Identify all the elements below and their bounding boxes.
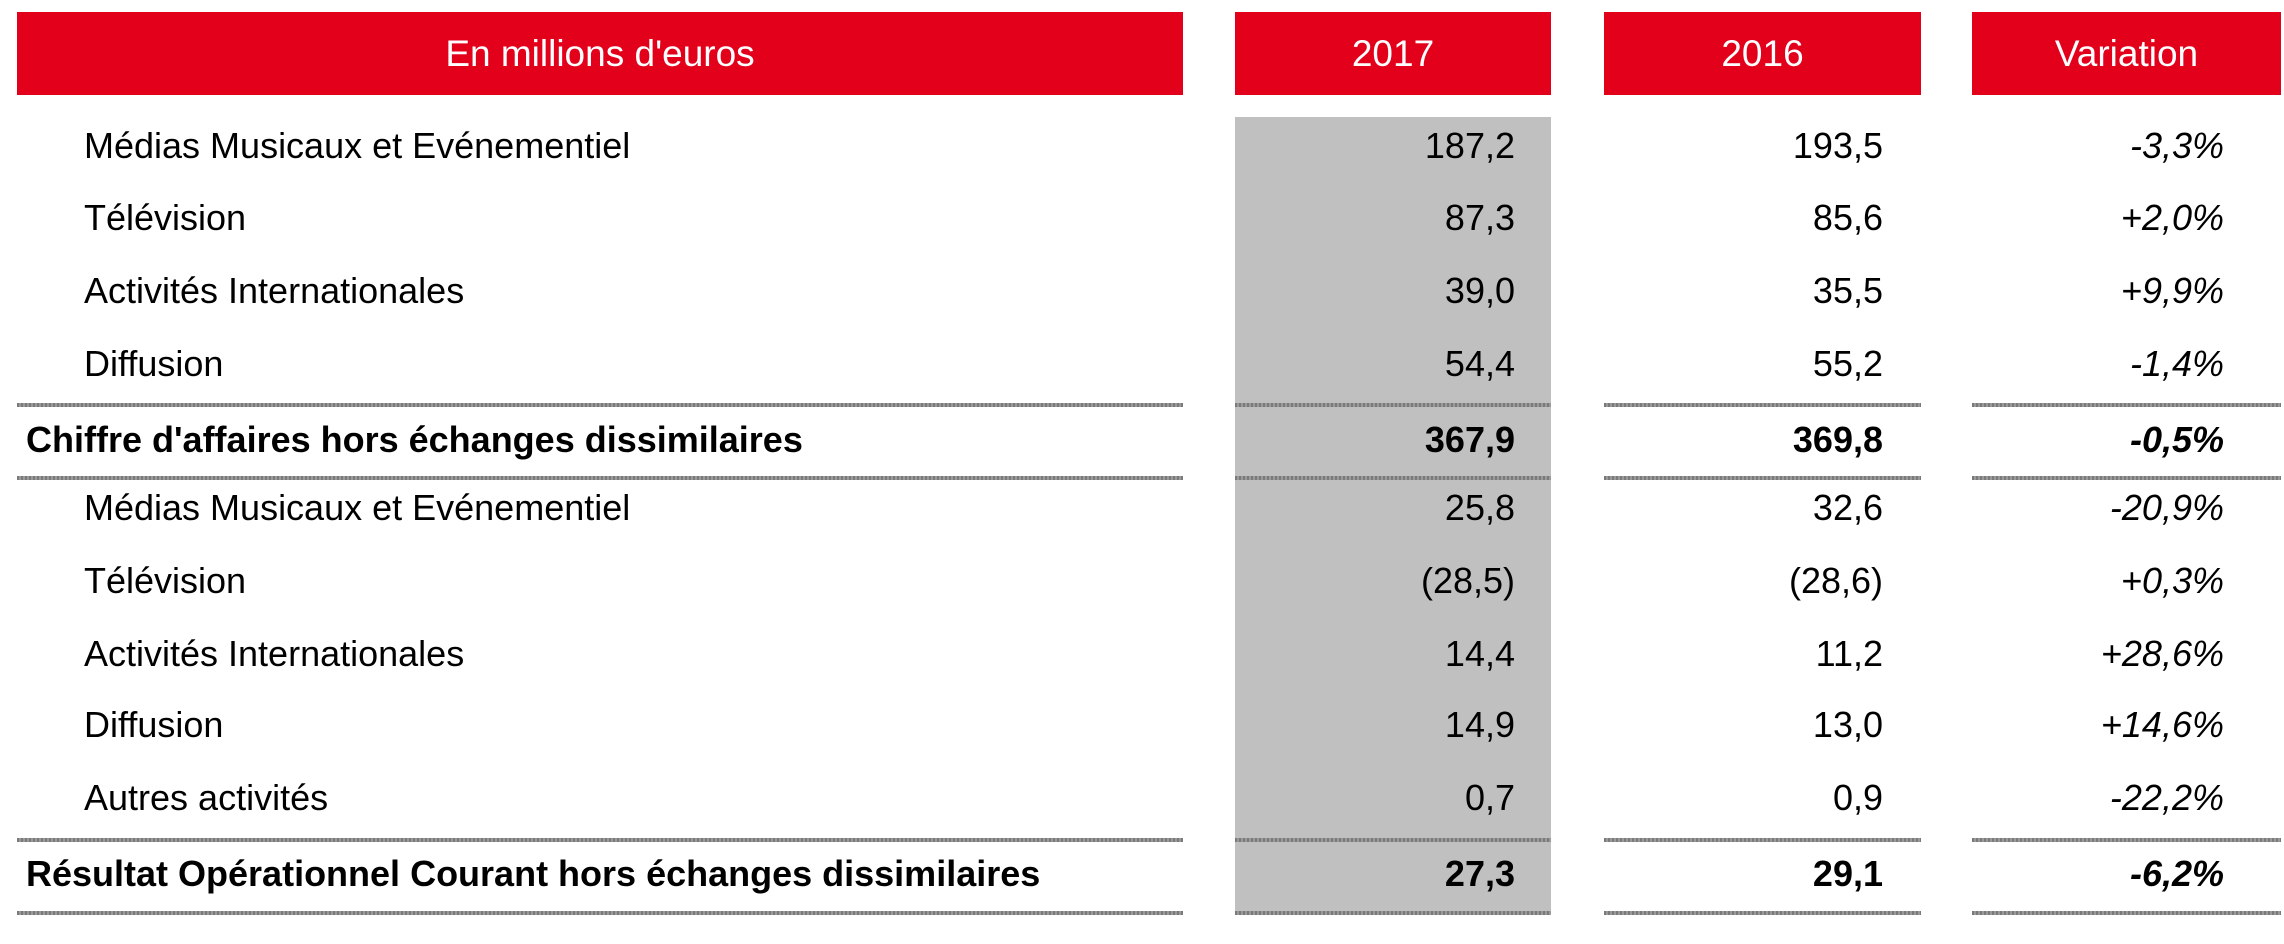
row-label: Télévision (84, 560, 247, 601)
row-label: Télévision (84, 197, 247, 238)
table-row: Médias Musicaux et Evénementiel 187,2 193,… (0, 116, 2284, 176)
value-2016: 32,6 (1812, 487, 1883, 528)
row-divider (1972, 911, 2281, 915)
row-divider (17, 476, 1183, 480)
header-variation: Variation (1972, 12, 2281, 95)
table-row: Diffusion 14,9 13,0 +14,6% (0, 695, 2284, 755)
row-divider (1604, 911, 1921, 915)
value-variation: -1,4% (2129, 343, 2224, 384)
row-divider (1972, 838, 2281, 842)
row-divider (1235, 403, 1551, 407)
value-variation: +0,3% (2120, 560, 2224, 601)
value-2017: 187,2 (1424, 125, 1515, 166)
table-row: Activités Internationales 39,0 35,5 +9,9% (0, 261, 2284, 321)
row-divider (1972, 403, 2281, 407)
value-2017: 25,8 (1444, 487, 1515, 528)
row-label: Diffusion (84, 343, 224, 384)
row-divider (1235, 911, 1551, 915)
value-2016: 55,2 (1812, 343, 1883, 384)
value-variation: -3,3% (2129, 125, 2224, 166)
value-2016: 35,5 (1812, 270, 1883, 311)
row-divider (17, 838, 1183, 842)
row-label: Résultat Opérationnel Courant hors échan… (26, 853, 1041, 894)
header-2016: 2016 (1604, 12, 1921, 95)
value-2017: 14,4 (1444, 633, 1515, 674)
row-label: Médias Musicaux et Evénementiel (84, 487, 631, 528)
value-2017: 27,3 (1444, 853, 1515, 894)
value-2017: 367,9 (1424, 419, 1515, 460)
row-label: Activités Internationales (84, 633, 465, 674)
row-label: Médias Musicaux et Evénementiel (84, 125, 631, 166)
value-2016: 193,5 (1792, 125, 1883, 166)
row-divider (1604, 403, 1921, 407)
value-2016: 0,9 (1832, 777, 1883, 818)
row-divider (1972, 476, 2281, 480)
value-2017: (28,5) (1420, 560, 1515, 601)
row-label: Autres activités (84, 777, 329, 818)
value-2017: 14,9 (1444, 704, 1515, 745)
value-2016: 13,0 (1812, 704, 1883, 745)
value-2016: (28,6) (1788, 560, 1883, 601)
table-row: Médias Musicaux et Evénementiel 25,8 32,6 -… (0, 478, 2284, 538)
row-divider (1235, 476, 1551, 480)
value-2017: 87,3 (1444, 197, 1515, 238)
value-variation: +2,0% (2120, 197, 2224, 238)
value-variation: -22,2% (2109, 777, 2224, 818)
table-row: Télévision (28,5) (28,6) +0,3% (0, 551, 2284, 611)
value-2016: 85,6 (1812, 197, 1883, 238)
value-2016: 11,2 (1815, 633, 1883, 674)
table-row: Diffusion 54,4 55,2 -1,4% (0, 334, 2284, 394)
row-label: Activités Internationales (84, 270, 465, 311)
table-row: Autres activités 0,7 0,9 -22,2% (0, 768, 2284, 828)
highlight-column-2017 (1235, 117, 1551, 915)
value-2016: 29,1 (1812, 853, 1883, 894)
value-variation: -6,2% (2129, 853, 2224, 894)
row-divider (17, 911, 1183, 915)
value-variation: -0,5% (2129, 419, 2224, 460)
row-divider (1604, 838, 1921, 842)
value-variation: +14,6% (2100, 704, 2224, 745)
table-row: Télévision 87,3 85,6 +2,0% (0, 188, 2284, 248)
header-2017: 2017 (1235, 12, 1551, 95)
value-2017: 0,7 (1464, 777, 1515, 818)
row-label: Chiffre d'affaires hors échanges dissimi… (26, 419, 803, 460)
total-row: Chiffre d'affaires hors échanges dissimi… (0, 410, 2284, 470)
table-row: Activités Internationales 14,4 11,2 +28,6% (0, 624, 2284, 684)
row-label: Diffusion (84, 704, 224, 745)
value-variation: +9,9% (2120, 270, 2224, 311)
row-divider (1604, 476, 1921, 480)
value-variation: -20,9% (2109, 487, 2224, 528)
value-variation: +28,6% (2100, 633, 2224, 674)
value-2017: 39,0 (1444, 270, 1515, 311)
row-divider (1235, 838, 1551, 842)
header-label: En millions d'euros (17, 12, 1183, 95)
total-row: Résultat Opérationnel Courant hors échan… (0, 844, 2284, 904)
value-2016: 369,8 (1792, 419, 1883, 460)
value-2017: 54,4 (1444, 343, 1515, 384)
row-divider (17, 403, 1183, 407)
